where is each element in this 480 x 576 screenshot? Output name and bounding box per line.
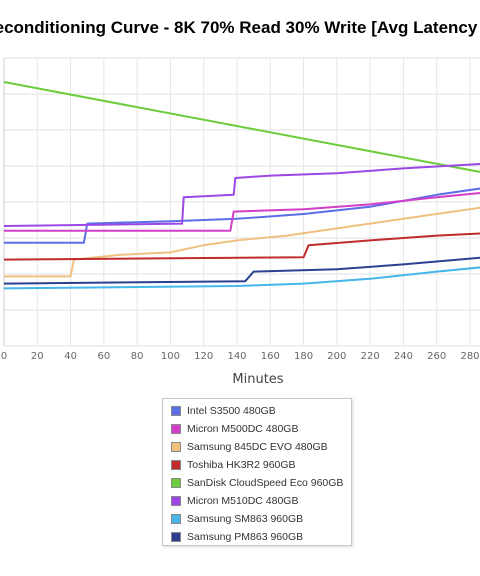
legend-label: Samsung PM863 960GB	[187, 531, 304, 543]
x-tick-label: 260	[427, 351, 446, 362]
x-tick-label: 140	[227, 351, 246, 362]
chart-title: reconditioning Curve - 8K 70% Read 30% W…	[0, 18, 478, 37]
x-tick-label: 220	[361, 351, 380, 362]
x-tick-label: 160	[261, 351, 280, 362]
x-tick-label: 120	[194, 351, 213, 362]
series-line	[3, 162, 480, 227]
x-tick-label: 180	[294, 351, 313, 362]
x-tick-label: 240	[394, 351, 413, 362]
series-line	[4, 206, 480, 278]
legend-label: SanDisk CloudSpeed Eco 960GB	[187, 477, 344, 489]
legend-item[interactable]: SanDisk CloudSpeed Eco 960GB	[171, 474, 351, 492]
legend-swatch	[171, 478, 181, 488]
x-tick-label: 200	[327, 351, 346, 362]
legend-swatch	[171, 442, 181, 452]
legend-item[interactable]: Samsung SM863 960GB	[171, 510, 351, 528]
legend-swatch	[171, 514, 181, 524]
legend-item[interactable]: Intel S3500 480GB	[171, 402, 351, 420]
legend-label: Intel S3500 480GB	[187, 405, 276, 417]
legend-item[interactable]: Samsung 845DC EVO 480GB	[171, 438, 351, 456]
legend-swatch	[171, 496, 181, 506]
legend-item[interactable]: Micron M500DC 480GB	[171, 420, 351, 438]
x-tick-label: 80	[131, 351, 144, 362]
legend-swatch	[171, 424, 181, 434]
legend-swatch	[171, 532, 181, 542]
x-axis-title: Minutes	[232, 372, 283, 387]
grid	[3, 57, 480, 347]
x-tick-label: 60	[97, 351, 110, 362]
legend-swatch	[171, 460, 181, 470]
x-tick-label: 100	[161, 351, 180, 362]
series-lines	[3, 81, 480, 290]
legend-item[interactable]: Samsung PM863 960GB	[171, 528, 351, 546]
legend-item[interactable]: Micron M510DC 480GB	[171, 492, 351, 510]
legend-label: Toshiba HK3R2 960GB	[187, 459, 296, 471]
series-line	[3, 81, 480, 173]
x-tick-label: 280	[460, 351, 479, 362]
series-line	[4, 192, 480, 232]
legend-label: Samsung SM863 960GB	[187, 513, 304, 525]
x-tick-labels: 0 20 40 60 80 100 120 140 160 180 200 220 240 260 280	[1, 351, 480, 362]
series-line	[3, 256, 480, 285]
legend-item[interactable]: Toshiba HK3R2 960GB	[171, 456, 351, 474]
series-line	[3, 232, 480, 261]
chart-legend: Intel S3500 480GB Micron M500DC 480GB Sams…	[162, 398, 352, 546]
x-tick-label: 0	[1, 351, 7, 362]
legend-label: Micron M500DC 480GB	[187, 423, 299, 435]
legend-label: Micron M510DC 480GB	[187, 495, 299, 507]
x-tick-label: 40	[64, 351, 77, 362]
legend-swatch	[171, 406, 181, 416]
series-line	[4, 187, 480, 244]
series-line	[3, 266, 480, 290]
legend-label: Samsung 845DC EVO 480GB	[187, 441, 328, 453]
x-tick-label: 20	[31, 351, 44, 362]
